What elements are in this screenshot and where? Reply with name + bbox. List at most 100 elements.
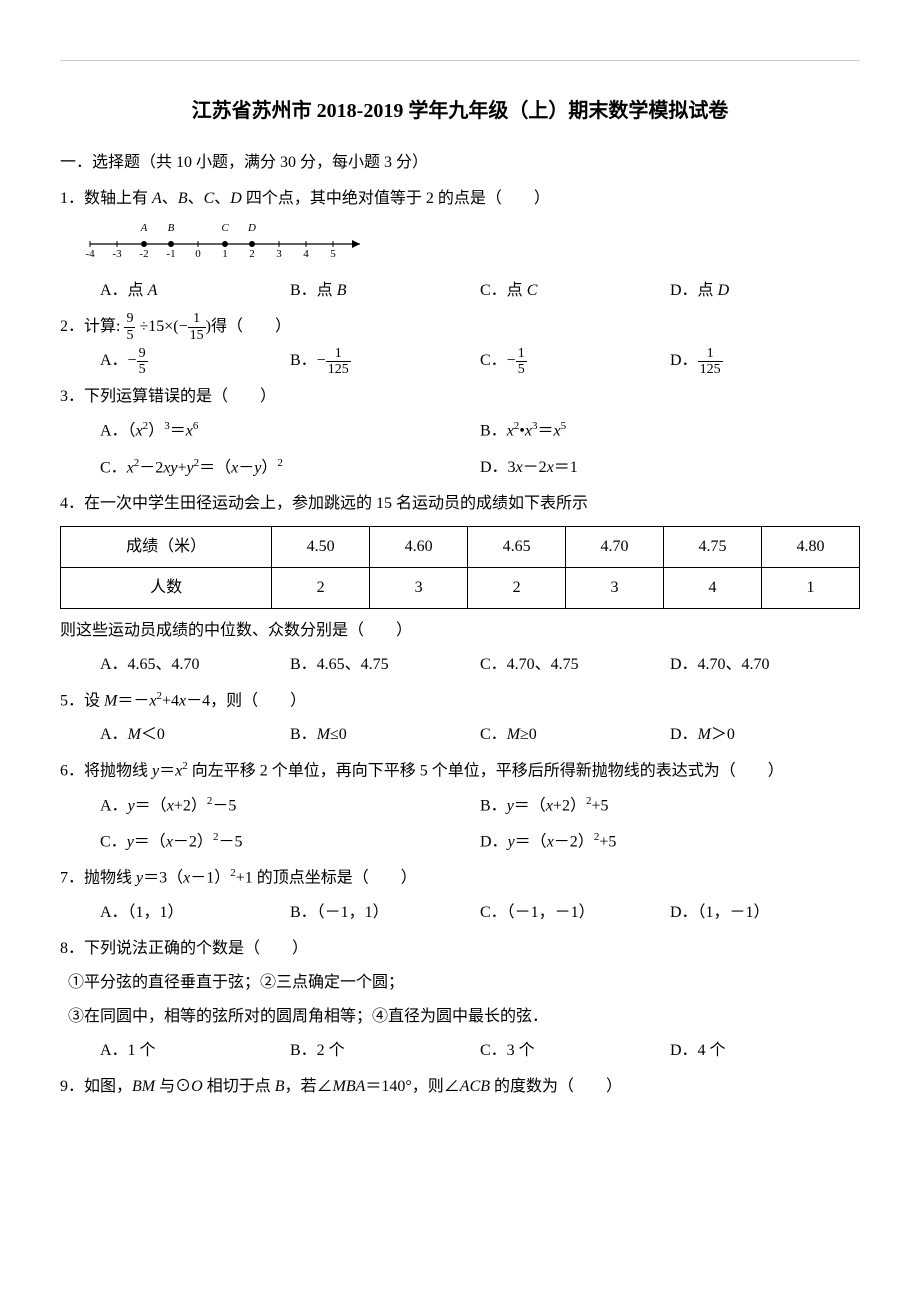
q2-text: 2．计算: 95 ÷15×(−115)得（ ） [60,311,860,343]
q1-opt-a: A．点 A [100,275,290,307]
q4-opt-d: D．4.70、4.70 [670,649,860,681]
svg-text:-1: -1 [166,248,175,259]
table-cell: 2 [468,568,566,609]
q8-opt-b: B．2 个 [290,1035,480,1067]
table-cell: 4.75 [664,527,762,568]
svg-text:-4: -4 [85,248,95,259]
q3-opt-d: D．3x－2x＝1 [480,452,860,484]
question-4: 4．在一次中学生田径运动会上，参加跳远的 15 名运动员的成绩如下表所示 成绩（… [60,488,860,681]
question-1: 1．数轴上有 A、B、C、D 四个点，其中绝对值等于 2 的点是（ ） A B … [60,183,860,307]
table-cell: 3 [566,568,664,609]
q3-opt-c: C．x2－2xy+y2＝（x－y）2 [100,452,480,484]
q2-options: A．−95 B．−1125 C．−15 D．1125 [60,345,860,377]
q1-opt-c: C．点 C [480,275,670,307]
svg-text:3: 3 [276,248,282,259]
table-row: 成绩（米） 4.50 4.60 4.65 4.70 4.75 4.80 [61,527,860,568]
svg-text:-2: -2 [139,248,148,259]
svg-text:0: 0 [195,248,201,259]
svg-text:C: C [221,222,229,234]
q3-text: 3．下列运算错误的是（ ） [60,381,860,413]
q2-mid: ÷15×(− [139,318,187,335]
exam-title: 江苏省苏州市 2018-2019 学年九年级（上）期末数学模拟试卷 [60,91,860,131]
q7-opt-a: A．（1，1） [100,897,290,929]
q8-options: A．1 个 B．2 个 C．3 个 D．4 个 [60,1035,860,1067]
table-cell: 4.80 [761,527,859,568]
top-rule [60,60,860,61]
table-cell: 4.60 [370,527,468,568]
q2-opt-a: A．−95 [100,345,290,377]
q7-opt-b: B．（－1，1） [290,897,480,929]
table-cell: 4.50 [272,527,370,568]
table-cell: 3 [370,568,468,609]
q4-after: 则这些运动员成绩的中位数、众数分别是（ ） [60,615,860,647]
q6-options-row2: C．y＝（x－2）2－5 D．y＝（x－2）2+5 [60,826,860,858]
q8-opt-a: A．1 个 [100,1035,290,1067]
table-cell: 成绩（米） [61,527,272,568]
table-cell: 人数 [61,568,272,609]
q5-opt-a: A．M＜0 [100,719,290,751]
q7-options: A．（1，1） B．（－1，1） C．（－1，－1） D．（1，－1） [60,897,860,929]
table-cell: 1 [761,568,859,609]
q1-opt-d: D．点 D [670,275,860,307]
q5-opt-c: C．M≥0 [480,719,670,751]
q2-suffix: )得（ ） [206,318,291,335]
table-cell: 4.65 [468,527,566,568]
question-7: 7．抛物线 y＝3（x－1）2+1 的顶点坐标是（ ） A．（1，1） B．（－… [60,862,860,928]
q5-options: A．M＜0 B．M≤0 C．M≥0 D．M＞0 [60,719,860,751]
svg-text:1: 1 [222,248,228,259]
q4-table: 成绩（米） 4.50 4.60 4.65 4.70 4.75 4.80 人数 2… [60,526,860,609]
q6-opt-a: A．y＝（x+2）2－5 [100,790,480,822]
q4-options: A．4.65、4.70 B．4.65、4.75 C．4.70、4.75 D．4.… [60,649,860,681]
table-cell: 4 [664,568,762,609]
q8-line1: ①平分弦的直径垂直于弦；②三点确定一个圆； [60,967,860,999]
q7-opt-d: D．（1，－1） [670,897,860,929]
q5-opt-b: B．M≤0 [290,719,480,751]
q2-prefix: 2．计算: [60,318,120,335]
q8-text: 8．下列说法正确的个数是（ ） [60,933,860,965]
q7-opt-c: C．（－1，－1） [480,897,670,929]
q6-opt-d: D．y＝（x－2）2+5 [480,826,860,858]
q6-text: 6．将抛物线 y＝x2 向左平移 2 个单位，再向下平移 5 个单位，平移后所得… [60,755,860,787]
q6-opt-c: C．y＝（x－2）2－5 [100,826,480,858]
q1-text: 1．数轴上有 A、B、C、D 四个点，其中绝对值等于 2 的点是（ ） [60,183,860,215]
table-cell: 4.70 [566,527,664,568]
q9-text: 9．如图，BM 与⊙O 相切于点 B，若∠MBA＝140°，则∠ACB 的度数为… [60,1071,860,1103]
question-3: 3．下列运算错误的是（ ） A．（x2）3＝x6 B．x2•x3＝x5 C．x2… [60,381,860,484]
svg-text:2: 2 [249,248,255,259]
q8-line2: ③在同圆中，相等的弦所对的圆周角相等；④直径为圆中最长的弦． [60,1001,860,1033]
question-2: 2．计算: 95 ÷15×(−115)得（ ） A．−95 B．−1125 C．… [60,311,860,377]
q2-opt-d: D．1125 [670,345,860,377]
svg-text:4: 4 [303,248,309,259]
q3-opt-a: A．（x2）3＝x6 [100,415,480,447]
q2-opt-c: C．−15 [480,345,670,377]
q4-opt-a: A．4.65、4.70 [100,649,290,681]
table-row: 人数 2 3 2 3 4 1 [61,568,860,609]
q3-options-row1: A．（x2）3＝x6 B．x2•x3＝x5 [60,415,860,447]
q1-number-line: A B C D -4 -3 -2 -1 [80,219,860,271]
svg-text:-3: -3 [112,248,122,259]
table-cell: 2 [272,568,370,609]
q4-opt-b: B．4.65、4.75 [290,649,480,681]
svg-text:B: B [168,222,175,234]
q5-opt-d: D．M＞0 [670,719,860,751]
q6-opt-b: B．y＝（x+2）2+5 [480,790,860,822]
q4-opt-c: C．4.70、4.75 [480,649,670,681]
q2-opt-b: B．−1125 [290,345,480,377]
section-1-header: 一．选择题（共 10 小题，满分 30 分，每小题 3 分） [60,147,860,179]
q1-opt-b: B．点 B [290,275,480,307]
q8-opt-d: D．4 个 [670,1035,860,1067]
q3-options-row2: C．x2－2xy+y2＝（x－y）2 D．3x－2x＝1 [60,452,860,484]
question-5: 5．设 M＝－x2+4x－4，则（ ） A．M＜0 B．M≤0 C．M≥0 D．… [60,685,860,751]
q3-opt-b: B．x2•x3＝x5 [480,415,860,447]
q6-options-row1: A．y＝（x+2）2－5 B．y＝（x+2）2+5 [60,790,860,822]
q4-text: 4．在一次中学生田径运动会上，参加跳远的 15 名运动员的成绩如下表所示 [60,488,860,520]
q8-opt-c: C．3 个 [480,1035,670,1067]
q1-options: A．点 A B．点 B C．点 C D．点 D [60,275,860,307]
question-9: 9．如图，BM 与⊙O 相切于点 B，若∠MBA＝140°，则∠ACB 的度数为… [60,1071,860,1103]
question-6: 6．将抛物线 y＝x2 向左平移 2 个单位，再向下平移 5 个单位，平移后所得… [60,755,860,858]
question-8: 8．下列说法正确的个数是（ ） ①平分弦的直径垂直于弦；②三点确定一个圆； ③在… [60,933,860,1067]
svg-text:D: D [247,222,256,234]
svg-text:5: 5 [330,248,336,259]
svg-text:A: A [140,222,148,234]
q7-text: 7．抛物线 y＝3（x－1）2+1 的顶点坐标是（ ） [60,862,860,894]
